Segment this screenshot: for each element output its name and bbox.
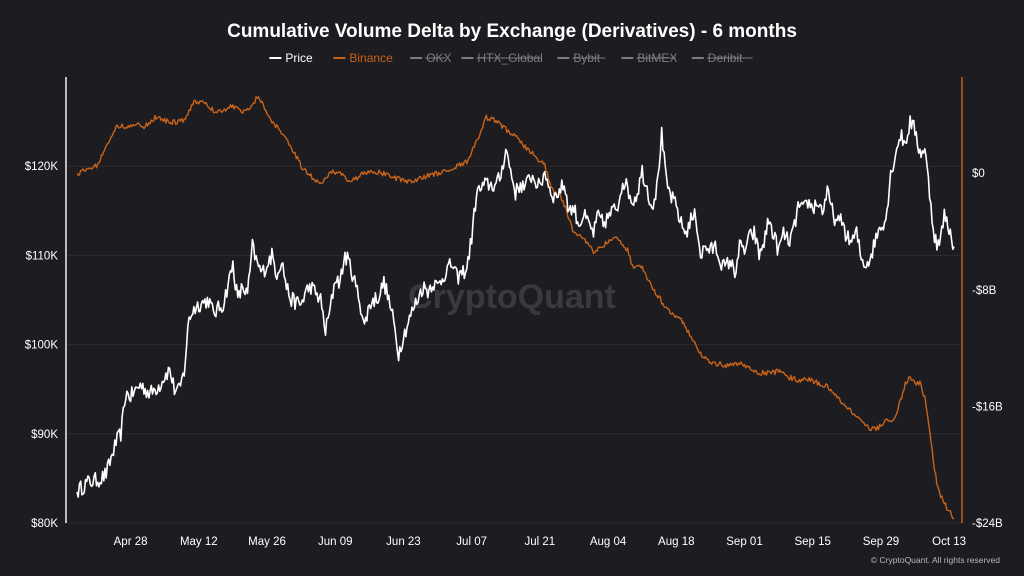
legend-label: Binance	[349, 51, 393, 65]
x-tick-label: Sep 01	[726, 536, 762, 548]
x-tick-label: Jun 09	[318, 536, 353, 548]
legend-item-bybit[interactable]: Bybit	[557, 51, 606, 65]
x-tick-label: Jul 21	[525, 536, 556, 548]
legend: Price Binance OKX HTX_Global Bybit BitMEX Deri…	[269, 51, 753, 65]
watermark-text: CryptoQuant	[408, 278, 616, 316]
y-right-tick-label: $0	[972, 168, 985, 180]
x-tick-label: Aug 04	[590, 536, 627, 548]
y-left-tick-label: $80K	[31, 518, 58, 530]
x-tick-label: Oct 13	[932, 536, 966, 548]
x-tick-label: Jul 07	[456, 536, 487, 548]
grid	[66, 165, 962, 524]
copyright-credit: © CryptoQuant. All rights reserved	[871, 555, 1000, 565]
y-left-tick-label: $120K	[25, 161, 59, 173]
y-left-tick-label: $100K	[25, 340, 59, 352]
legend-item-price[interactable]: Price	[269, 51, 313, 65]
x-tick-label: Aug 18	[658, 536, 694, 548]
x-tick-label: Sep 15	[794, 536, 830, 548]
chart-title: Cumulative Volume Delta by Exchange (Der…	[227, 21, 797, 42]
axes	[65, 77, 963, 523]
x-tick-label: Sep 29	[863, 536, 899, 548]
y-right-tick-label: -$24B	[972, 518, 1003, 530]
x-tick-label: May 12	[180, 536, 218, 548]
legend-item-htx-global[interactable]: HTX_Global	[461, 51, 543, 65]
y-right-tick-label: -$8B	[972, 285, 997, 297]
x-tick-label: Jun 23	[386, 536, 421, 548]
legend-label: Price	[285, 51, 313, 65]
binance-series-line	[76, 96, 955, 520]
y-right-tick-label: -$16B	[972, 401, 1003, 413]
price-series-line	[76, 115, 955, 498]
y-left-tick-label: $110K	[26, 250, 59, 262]
legend-item-bitmex[interactable]: BitMEX	[621, 51, 677, 65]
legend-item-okx[interactable]: OKX	[410, 51, 452, 65]
legend-item-binance[interactable]: Binance	[333, 51, 393, 65]
legend-item-deribit[interactable]: Deribit	[691, 51, 753, 65]
y-left-tick-label: $90K	[31, 429, 58, 441]
x-tick-label: May 26	[248, 536, 286, 548]
tick-labels: $80K $90K $100K $110K $120K $0 -$8B -$16B -$24B A…	[25, 161, 1003, 548]
series-layer	[76, 96, 955, 520]
x-tick-label: Apr 28	[114, 536, 148, 548]
